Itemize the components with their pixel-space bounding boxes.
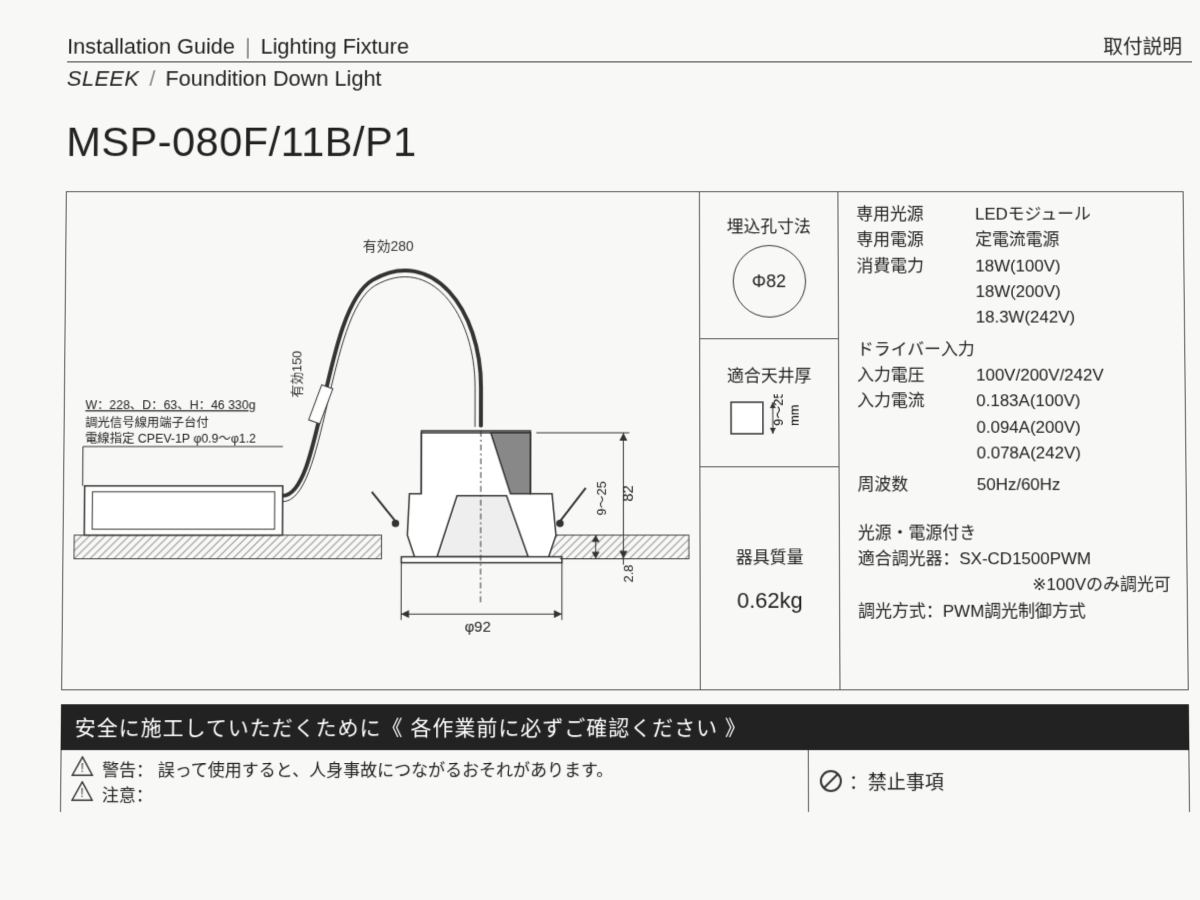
spec-power-3: 18.3W(242V)	[857, 305, 1172, 331]
svg-text:!: !	[80, 786, 83, 800]
thickness-unit: mm	[786, 405, 801, 426]
spec-voltage: 入力電圧 100V/200V/242V	[857, 363, 1173, 389]
spec-dimmer-note: ※100Vのみ調光可	[858, 573, 1175, 599]
spec-current-3: 0.078A(242V)	[857, 441, 1173, 467]
header-guide: Installation Guide	[67, 34, 235, 58]
driver-input-label: ドライバー入力	[857, 337, 1173, 363]
warning-row: ! 警告： 誤って使用すると、人身事故につながるおそれがあります。 ! 注意： …	[60, 750, 1190, 812]
driver-note1: 調光信号線用端子台付	[85, 415, 209, 430]
thickness-diagram: 9～25 mm	[725, 394, 815, 443]
header-right: 取付説明	[1103, 31, 1182, 59]
spec-current-2: 0.094A(200V)	[857, 415, 1173, 441]
warning-left: ! 警告： 誤って使用すると、人身事故につながるおそれがあります。 ! 注意：	[61, 750, 809, 812]
spec-included: 光源・電源付き	[858, 520, 1175, 546]
prohibit-text: ：禁止事項	[849, 768, 944, 795]
caution-icon: !	[71, 781, 93, 801]
dim-ceiling-range: 9～25	[594, 481, 609, 515]
specs-column: 専用光源 LEDモジュール 専用電源 定電流電源 消費電力 18W(100V) …	[838, 192, 1187, 689]
product-name: Foundition Down Light	[165, 66, 381, 90]
thickness-range: 9～25	[770, 394, 785, 426]
mass-value: 0.62kg	[737, 588, 803, 614]
header: Installation Guide | Lighting Fixture 取付…	[67, 31, 1192, 62]
dim-height: 82	[621, 485, 637, 501]
dim-drop-length: 有効150	[289, 351, 304, 398]
spec-dim-method: 調光方式：PWM調光制御方式	[858, 599, 1175, 625]
prohibit-icon	[819, 769, 843, 793]
spec-frequency: 周波数 50Hz/60Hz	[857, 473, 1173, 499]
dim-lip: 2.8	[621, 565, 636, 583]
dim-cable-length: 有効280	[363, 238, 414, 254]
svg-text:!: !	[81, 760, 84, 774]
header-left: Installation Guide | Lighting Fixture	[67, 34, 409, 59]
driver-dims: W：228、D：63、H：46 330g	[85, 398, 255, 412]
spec-power: 消費電力 18W(100V)	[856, 254, 1171, 280]
hole-size-circle: Φ82	[732, 245, 806, 318]
spec-current: 入力電流 0.183A(100V)	[857, 389, 1173, 415]
subhead-separator: /	[149, 66, 155, 90]
thickness-title: 適合天井厚	[727, 362, 811, 387]
diagram-column: 有効280 有効150 W：228、D：63、H：46 330g 調光信号線用端…	[62, 192, 701, 689]
spec-box: 有効280 有効150 W：228、D：63、H：46 330g 調光信号線用端…	[61, 191, 1189, 690]
header-category: Lighting Fixture	[260, 34, 409, 58]
warning-line: ! 警告： 誤って使用すると、人身事故につながるおそれがあります。	[71, 756, 798, 781]
caution-line: ! 注意：	[71, 781, 798, 806]
warning-icon: !	[71, 756, 93, 776]
driver-note2: 電線指定 CPEV-1P φ0.9～φ1.2	[85, 431, 256, 446]
hole-size-cell: 埋込孔寸法 Φ82	[700, 192, 838, 339]
header-separator: |	[245, 34, 251, 58]
subheader: SLEEK / Foundition Down Light	[67, 66, 1193, 91]
spec-power-supply: 専用電源 定電流電源	[856, 228, 1171, 254]
mass-cell: 器具質量 0.62kg	[700, 467, 839, 689]
spec-power-2: 18W(200V)	[857, 279, 1172, 305]
technical-drawing: 有効280 有効150 W：228、D：63、H：46 330g 調光信号線用端…	[62, 192, 700, 689]
hole-size-value: Φ82	[752, 271, 786, 292]
hole-size-title: 埋込孔寸法	[727, 213, 811, 237]
spec-light-source: 専用光源 LEDモジュール	[856, 202, 1171, 228]
mid-column: 埋込孔寸法 Φ82 適合天井厚 9～25 mm	[700, 192, 841, 689]
spec-dimmer: 適合調光器：SX-CD1500PWM	[858, 547, 1175, 573]
brand-name: SLEEK	[67, 66, 140, 90]
prohibit-cell: ：禁止事項	[809, 750, 1189, 812]
model-number: MSP-080F/11B/P1	[66, 119, 1193, 166]
mass-title: 器具質量	[736, 543, 804, 568]
thickness-cell: 適合天井厚 9～25 mm	[700, 339, 838, 467]
safety-bar: 安全に施工していただくために《 各作業前に必ずご確認ください 》	[61, 704, 1190, 750]
dim-flange: φ92	[465, 620, 491, 636]
